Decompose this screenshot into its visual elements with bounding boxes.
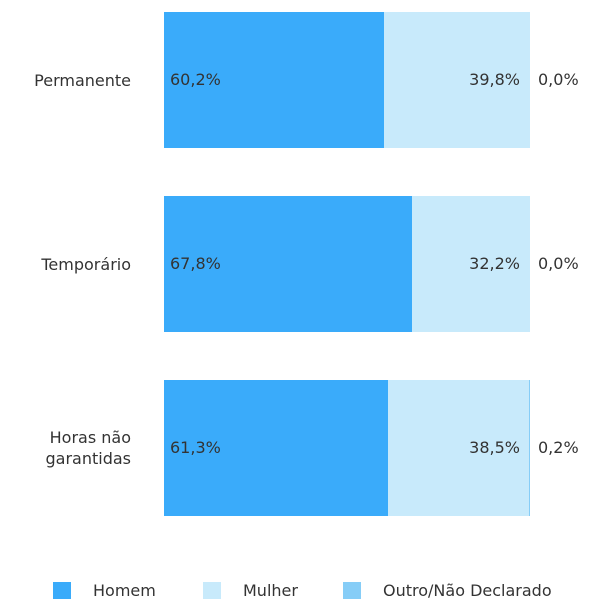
category-label: Permanente (34, 70, 131, 90)
legend-swatch (203, 582, 221, 599)
legend-label: Outro/Não Declarado (383, 581, 552, 599)
data-label: 32,2% (469, 254, 520, 273)
bar-segment (164, 196, 413, 332)
data-label: 60,2% (170, 70, 221, 89)
bar-segment (388, 380, 530, 516)
legend-label: Homem (93, 581, 156, 599)
data-label: 0,0% (538, 254, 579, 273)
data-label: 38,5% (469, 438, 520, 457)
data-label: 67,8% (170, 254, 221, 273)
bar-segment (384, 12, 530, 148)
legend-swatch (343, 582, 361, 599)
category-label: Temporário (41, 254, 131, 274)
data-label: 39,8% (469, 70, 520, 89)
bar-segment (412, 196, 530, 332)
legend-swatch (53, 582, 71, 599)
legend-label: Mulher (243, 581, 298, 599)
bar-segment (164, 380, 389, 516)
bar-segment (529, 380, 530, 516)
data-label: 0,0% (538, 70, 579, 89)
data-label: 0,2% (538, 438, 579, 457)
category-label: Horas não garantidas (45, 428, 132, 468)
bar-segment (164, 12, 385, 148)
data-label: 61,3% (170, 438, 221, 457)
